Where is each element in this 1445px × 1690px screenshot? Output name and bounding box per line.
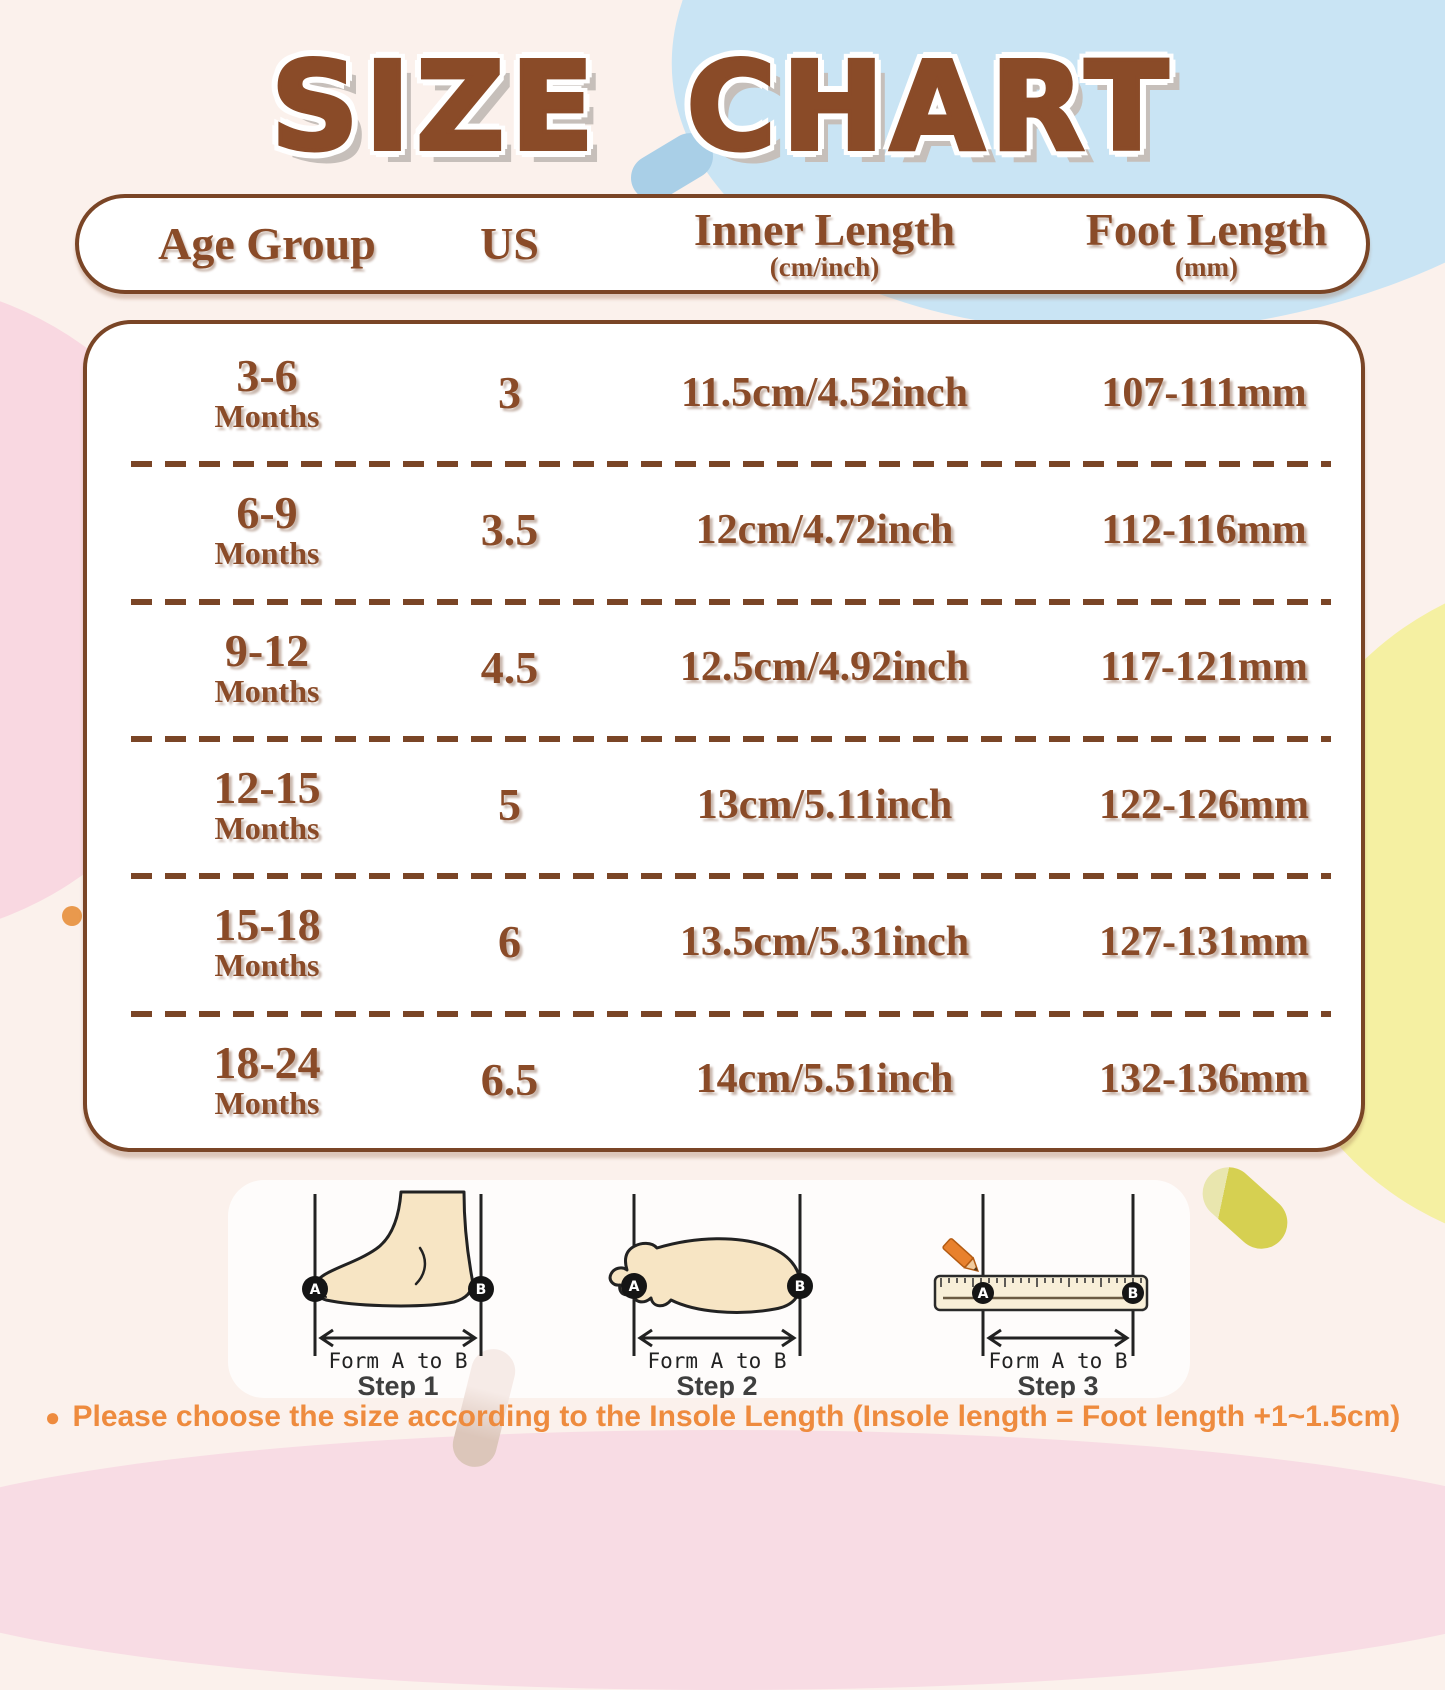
marker-a: A	[621, 1273, 647, 1299]
svg-text:A: A	[629, 1279, 640, 1295]
us-size: 4.5	[480, 641, 539, 693]
inner-length: 11.5cm/4.52inch	[680, 369, 968, 416]
age-range: 18-24	[213, 1036, 321, 1088]
measure-label: Form A to B	[647, 1349, 786, 1373]
pink-bottom-decoration	[0, 1430, 1445, 1690]
foot-length: 132-136mm	[1099, 1056, 1309, 1103]
age-cell: 18-24 Months	[117, 1036, 417, 1121]
measure-arrow	[637, 1328, 797, 1348]
svg-text:B: B	[1128, 1286, 1139, 1302]
marker-b: B	[1122, 1282, 1144, 1304]
age-cell: 15-18 Months	[117, 901, 417, 982]
header-foot-length: Foot Length (mm)	[1085, 203, 1328, 282]
svg-text:B: B	[795, 1279, 806, 1295]
inner-length: 12.5cm/4.92inch	[679, 644, 970, 691]
foot-length: 117-121mm	[1100, 644, 1308, 691]
measure-label: Form A to B	[328, 1349, 467, 1373]
marker-b: B	[468, 1276, 494, 1302]
foot-side-icon	[313, 1190, 474, 1308]
step1-diagram: A B Form A to B Step 1	[302, 1190, 494, 1398]
measure-arrow	[318, 1328, 478, 1348]
us-size: 6	[498, 916, 521, 968]
table-row: 9-12 Months 4.5 12.5cm/4.92inch 117-121m…	[117, 598, 1361, 736]
svg-text:A: A	[978, 1286, 989, 1302]
measure-arrow	[986, 1328, 1130, 1348]
age-range: 6-9	[236, 487, 298, 539]
age-range: 12-15	[213, 762, 321, 814]
age-cell: 12-15 Months	[117, 764, 417, 845]
orange-dot-decoration	[62, 906, 82, 926]
note-bullet: ●	[44, 1401, 61, 1432]
step-label: Step 2	[676, 1371, 757, 1398]
age-cell: 6-9 Months	[117, 489, 417, 570]
table-row: 3-6 Months 3 11.5cm/4.52inch 107-111mm	[117, 324, 1361, 461]
table-row: 15-18 Months 6 13.5cm/5.31inch 127-131mm	[117, 873, 1361, 1011]
foot-length: 127-131mm	[1099, 918, 1309, 965]
age-cell: 3-6 Months	[117, 352, 417, 433]
ruler-icon	[933, 1274, 1149, 1312]
foot-top-icon	[608, 1237, 802, 1314]
header-us: US	[480, 217, 539, 269]
table-row: 18-24 Months 6.5 14cm/5.51inch 132-136mm	[117, 1010, 1361, 1148]
pencil-icon	[942, 1238, 980, 1272]
size-note: ● Please choose the size according to th…	[0, 1400, 1445, 1434]
age-range: 9-12	[224, 624, 310, 676]
us-size: 3	[498, 367, 521, 419]
header-age-group: Age Group	[158, 217, 376, 269]
marker-b: B	[787, 1273, 813, 1299]
step-label: Step 3	[1017, 1371, 1098, 1398]
table-header: Age Group US Inner Length (cm/inch) Foot…	[75, 194, 1370, 294]
svg-text:A: A	[310, 1282, 321, 1298]
age-range: 15-18	[213, 899, 321, 951]
note-text: Please choose the size according to the …	[72, 1400, 1401, 1433]
page-title: SIZE CHART	[269, 34, 1175, 180]
age-range: 3-6	[236, 350, 298, 402]
age-unit: Months	[214, 1084, 320, 1121]
size-table: 3-6 Months 3 11.5cm/4.52inch 107-111mm 6…	[83, 320, 1365, 1152]
us-size: 5	[498, 779, 521, 831]
age-unit: Months	[214, 809, 320, 846]
measure-label: Form A to B	[988, 1349, 1127, 1373]
age-unit: Months	[214, 947, 320, 984]
inner-length: 12cm/4.72inch	[695, 506, 954, 553]
svg-text:B: B	[476, 1282, 487, 1298]
step3-diagram: A B Form A to B Step 3	[933, 1194, 1149, 1398]
step2-diagram: A B Form A to B Step 2	[608, 1194, 813, 1398]
foot-length: 122-126mm	[1099, 781, 1309, 828]
marker-a: A	[972, 1282, 994, 1304]
inner-length: 14cm/5.51inch	[695, 1056, 954, 1103]
foot-length: 107-111mm	[1101, 369, 1307, 416]
table-row: 12-15 Months 5 13cm/5.11inch 122-126mm	[117, 735, 1361, 874]
marker-a: A	[302, 1276, 328, 1302]
inner-length: 13.5cm/5.31inch	[679, 918, 970, 965]
inner-length: 13cm/5.11inch	[696, 781, 953, 828]
age-unit: Months	[214, 535, 320, 572]
us-size: 3.5	[480, 504, 539, 556]
age-unit: Months	[214, 672, 320, 709]
olive-capsule-decoration	[1191, 1156, 1299, 1260]
age-unit: Months	[214, 397, 320, 434]
step-label: Step 1	[357, 1371, 438, 1398]
foot-length: 112-116mm	[1101, 506, 1307, 553]
table-row: 6-9 Months 3.5 12cm/4.72inch 112-116mm	[117, 461, 1361, 599]
header-inner-length: Inner Length (cm/inch)	[693, 203, 956, 282]
us-size: 6.5	[480, 1053, 539, 1105]
age-cell: 9-12 Months	[117, 624, 417, 709]
